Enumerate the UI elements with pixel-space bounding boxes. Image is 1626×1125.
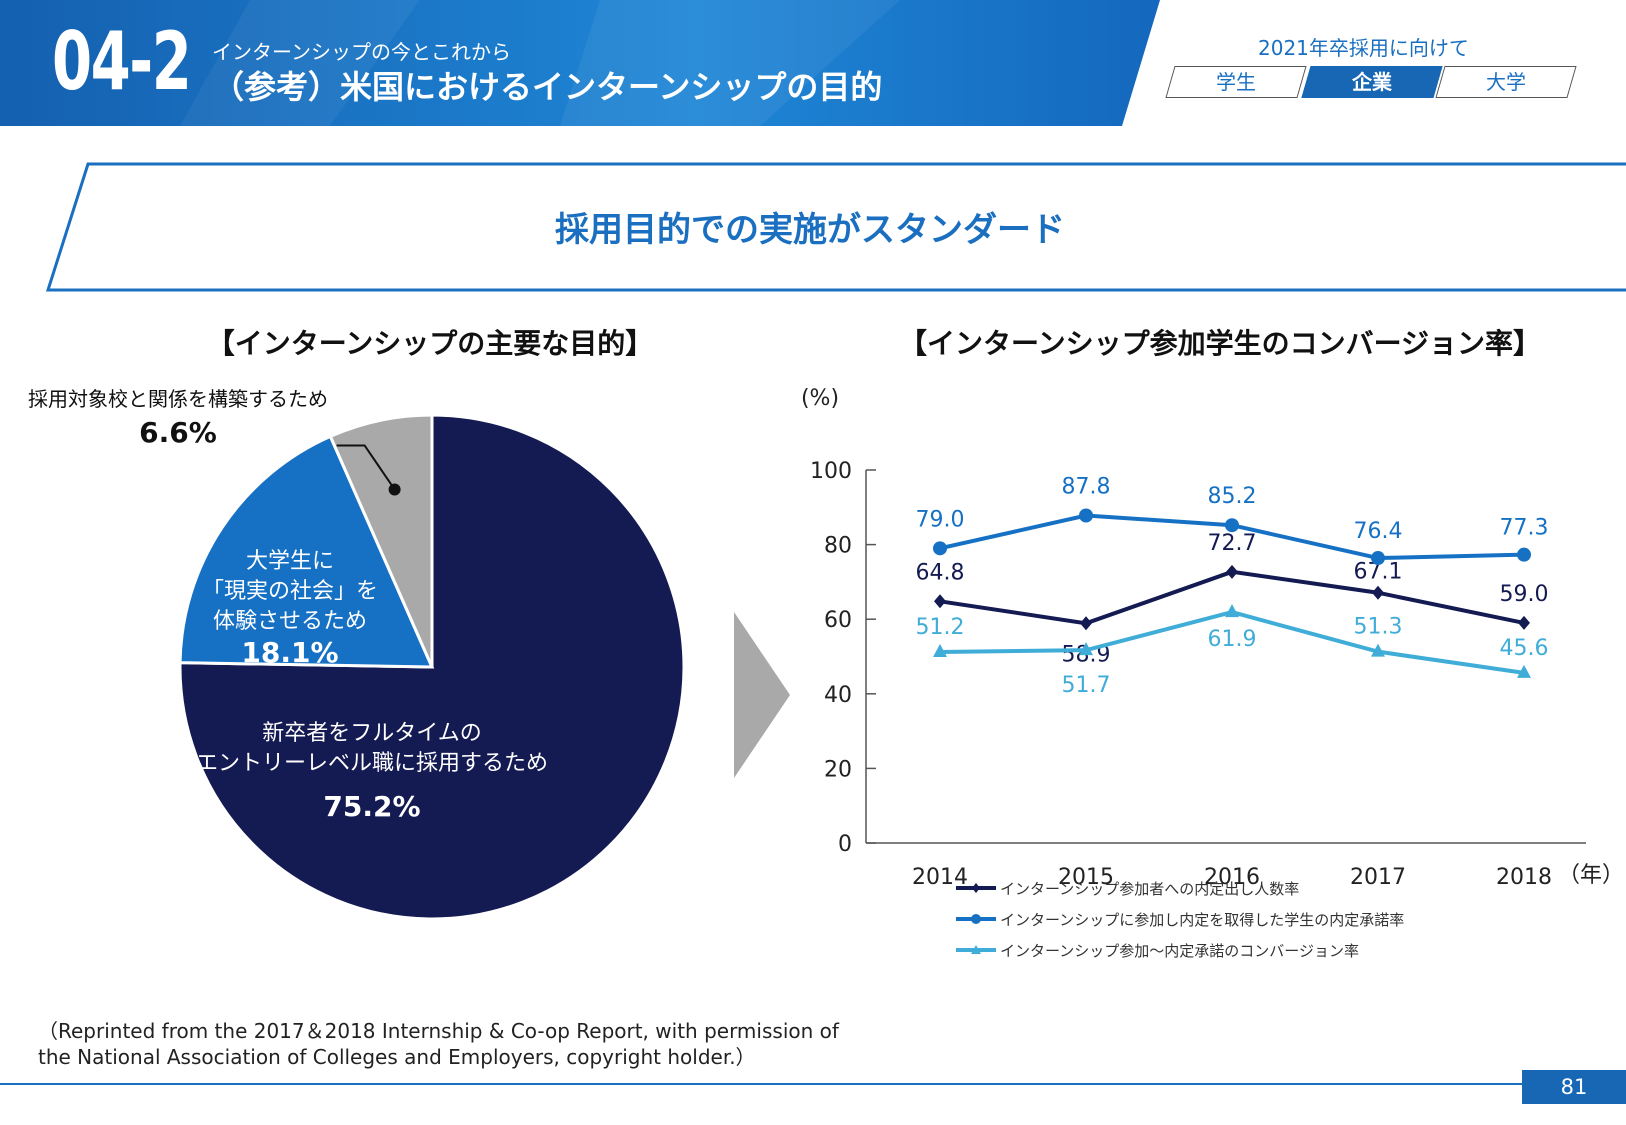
section-subtitle: インターンシップの今とこれから <box>212 40 511 64</box>
series-0-label-4: 59.0 <box>1500 582 1549 607</box>
x-tick-label-4: 2018 <box>1496 865 1552 890</box>
series-2-label-4: 45.6 <box>1500 636 1549 661</box>
series-1-point-2 <box>1225 518 1239 533</box>
series-1-point-0 <box>933 541 947 556</box>
series-0-label-0: 64.8 <box>916 560 965 585</box>
footer-rule <box>0 1083 1626 1085</box>
series-2-label-0: 51.2 <box>916 615 965 640</box>
x-tick-label-2: 2016 <box>1204 865 1260 890</box>
series-2-point-4 <box>1517 664 1531 678</box>
series-2-label-1: 51.7 <box>1062 673 1111 698</box>
headline-box <box>46 162 1626 292</box>
pie-leader-line <box>336 444 396 491</box>
headline: 採用目的での実施がスタンダード <box>555 210 1065 250</box>
legend-label-2: インターンシップ参加～内定承諾のコンバージョン率 <box>1000 942 1359 960</box>
line-chart: 0 20 40 60 80 100 (%) 2014 2015 2016 2017 2018 （年） 64… <box>801 386 1624 960</box>
pie-value-1: 18.1% <box>241 636 338 669</box>
y-tick-label-2: 40 <box>824 683 852 708</box>
series-0-point-2 <box>1226 564 1238 579</box>
series-1-label-1: 87.8 <box>1062 475 1111 500</box>
x-axis-unit: （年） <box>1558 863 1624 888</box>
pie-label-1-line-0: 大学生に <box>246 549 334 574</box>
y-tick-label-1: 20 <box>824 757 852 782</box>
y-tick-label-3: 60 <box>824 608 852 633</box>
legend-marker-0 <box>972 883 980 893</box>
legend-label-1: インターンシップに参加し内定を取得した学生の内定承諾率 <box>1000 911 1404 929</box>
series-2-label-2: 61.9 <box>1208 627 1257 652</box>
series-0-point-4 <box>1518 615 1530 630</box>
y-tick-label-5: 100 <box>810 459 852 484</box>
series-2-point-1 <box>1079 642 1093 656</box>
page-title: （参考）米国におけるインターンシップの目的 <box>212 68 883 106</box>
pie-value-0: 75.2% <box>323 790 420 823</box>
section-number: 04-2 <box>52 15 192 108</box>
pie-slice-2 <box>328 413 434 668</box>
series-1-point-4 <box>1517 547 1531 562</box>
series-0-point-0 <box>934 594 946 609</box>
pie-value-2: 6.6% <box>139 416 217 449</box>
series-1-label-2: 85.2 <box>1208 484 1257 509</box>
series-1-point-1 <box>1079 508 1093 523</box>
pie-label-1-line-2: 体験させるため <box>213 609 367 634</box>
series-1-label-0: 79.0 <box>916 507 965 532</box>
pie-label-2-line-0: 採用対象校と関係を構築するため <box>28 387 328 411</box>
series-2-point-3 <box>1371 643 1385 657</box>
tab-students[interactable]: 学生 <box>1165 66 1307 98</box>
header-banner <box>0 0 1160 126</box>
pie-chart-title: 【インターンシップの主要な目的】 <box>206 327 654 360</box>
line-chart-title: 【インターンシップ参加学生のコンバージョン率】 <box>898 327 1542 360</box>
series-2-label-3: 51.3 <box>1354 615 1403 640</box>
source-note: （Reprinted from the 2017＆2018 Internship… <box>38 1018 839 1070</box>
page-number: 81 <box>1522 1070 1626 1104</box>
source-line-2: the National Association of Colleges and… <box>38 1045 756 1069</box>
pie-label-1-line-1: 「現実の社会」を <box>202 579 378 604</box>
y-tick-label-0: 0 <box>838 832 852 857</box>
pie-slice-1 <box>178 434 435 669</box>
source-line-1: （Reprinted from the 2017＆2018 Internship… <box>38 1019 839 1043</box>
x-tick-label-3: 2017 <box>1350 865 1406 890</box>
legend-marker-2 <box>971 945 981 954</box>
series-2-point-0 <box>933 644 947 658</box>
y-tick-label-4: 80 <box>824 534 852 559</box>
tab-universities[interactable]: 大学 <box>1435 66 1577 98</box>
series-2-point-2 <box>1225 604 1239 618</box>
series-0-label-2: 72.7 <box>1208 531 1257 556</box>
series-1-label-3: 76.4 <box>1354 519 1403 544</box>
series-0-point-1 <box>1080 616 1092 631</box>
pie-label-0-line-0: 新卒者をフルタイムの <box>262 721 482 746</box>
legend-label-0: インターンシップ参加者への内定出し人数率 <box>1000 880 1299 898</box>
series-0-point-3 <box>1372 585 1384 600</box>
tab-companies[interactable]: 企業 <box>1301 66 1443 98</box>
pie-label-0-line-1: エントリーレベル職に採用するため <box>196 751 548 776</box>
x-tick-label-0: 2014 <box>912 865 968 890</box>
y-axis-unit: (%) <box>801 386 839 411</box>
legend-marker-1 <box>971 914 981 924</box>
x-tick-label-1: 2015 <box>1058 865 1114 890</box>
recruit-label: 2021年卒採用に向けて <box>1258 36 1469 60</box>
series-1-label-4: 77.3 <box>1500 516 1549 541</box>
series-1-point-3 <box>1371 551 1385 566</box>
arrow-right-icon <box>734 612 790 778</box>
